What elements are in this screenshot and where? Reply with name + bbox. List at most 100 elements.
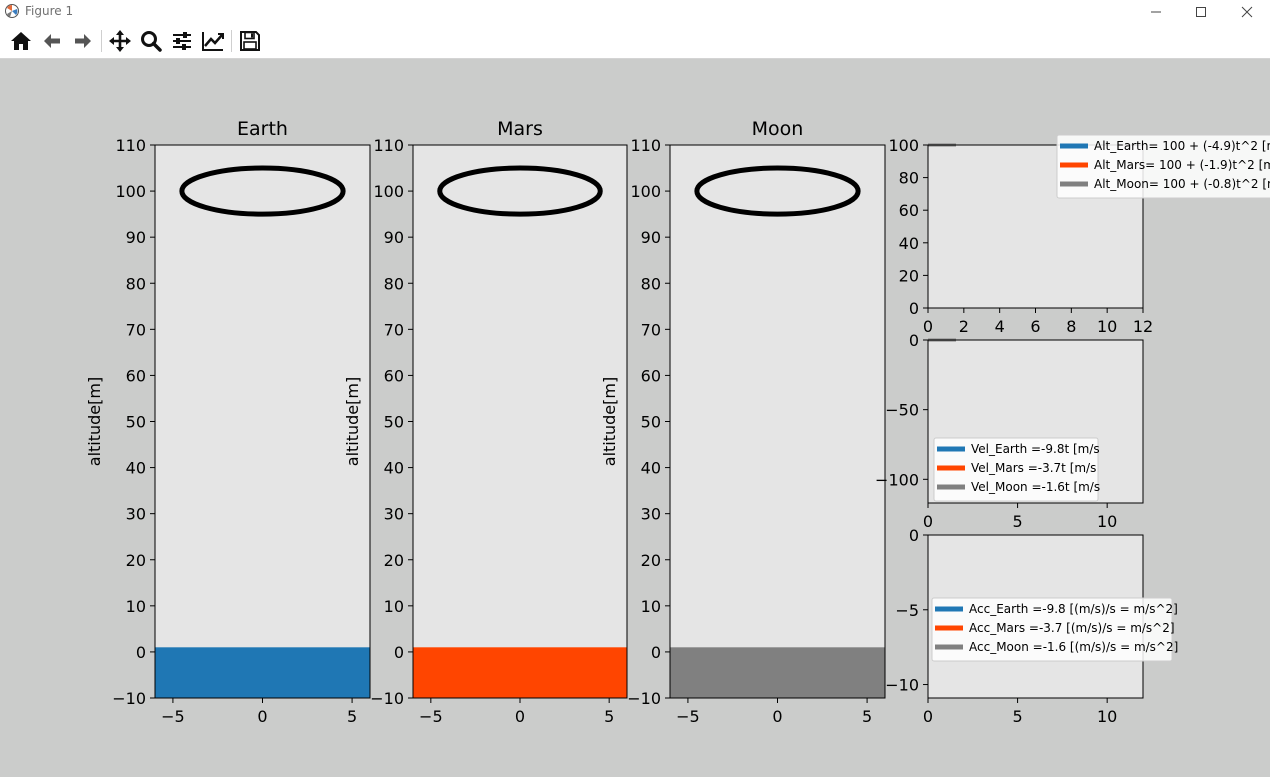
legend-label: Alt_Moon= 100 + (-0.8)t^2 [m <box>1094 177 1270 191</box>
x-tick-label: 5 <box>1012 512 1022 531</box>
axes-background <box>413 145 627 698</box>
matplotlib-app-icon <box>5 4 19 18</box>
legend-label: Vel_Earth =-9.8t [m/s <box>971 442 1100 456</box>
y-tick-label: 40 <box>126 459 146 478</box>
magnifier-icon <box>141 31 162 52</box>
y-axis-label: altitude[m] <box>343 377 362 466</box>
y-axis-label: altitude[m] <box>85 377 104 466</box>
figure-svg: −5 0 5−100102030405060708090100110Earthalt… <box>85 118 1270 726</box>
y-tick-label: −50 <box>885 401 919 420</box>
axes-frame <box>927 339 1144 504</box>
y-tick-label: 20 <box>126 551 146 570</box>
legend-label: Vel_Moon =-1.6t [m/s <box>971 480 1100 494</box>
y-tick-label: 80 <box>126 274 146 293</box>
y-tick-label: 0 <box>394 643 404 662</box>
figure-canvas[interactable]: −5 0 5 −10 0 10 20 30 40 50 60 70 80 90 100 110 Earth alt… <box>0 59 1270 777</box>
x-tick-label: 4 <box>995 317 1005 336</box>
y-tick-label: 10 <box>126 597 146 616</box>
x-tick-label: −5 <box>419 707 443 726</box>
y-tick-label: 60 <box>384 366 404 385</box>
y-tick-label: 0 <box>136 643 146 662</box>
y-tick-label: −100 <box>875 470 919 489</box>
y-axis-label: altitude[m] <box>600 377 619 466</box>
arrow-left-icon <box>44 34 60 48</box>
axes-3: −5 0 5 −10 0 10 20 30 40 50 60 70 80 90 100 110 Moon alti… <box>600 118 886 726</box>
close-icon <box>1241 6 1253 18</box>
x-tick-label: 5 <box>604 707 614 726</box>
x-tick-label: 0 <box>923 707 933 726</box>
y-tick-label: −5 <box>895 601 919 620</box>
axes-1: −5 0 5 −10 0 10 20 30 40 50 60 70 80 90 100 110 Earth alt… <box>85 118 371 726</box>
ground-bar <box>413 647 627 698</box>
sliders-icon <box>173 32 191 50</box>
x-tick-label: −5 <box>676 707 700 726</box>
y-tick-label: 0 <box>909 331 919 350</box>
legend: Alt_Earth= 100 + (-4.9)t^2 [m Alt_Mars= 1… <box>1056 134 1270 199</box>
save-button[interactable] <box>236 27 264 55</box>
y-tick-label: 50 <box>641 413 661 432</box>
x-tick-label: 5 <box>862 707 872 726</box>
y-tick-label: 100 <box>630 182 661 201</box>
y-tick-label: 70 <box>126 320 146 339</box>
minimize-icon <box>1151 11 1161 13</box>
x-tick-label: 0 <box>923 317 933 336</box>
x-tick-label: 8 <box>1066 317 1076 336</box>
y-tick-label: 40 <box>641 459 661 478</box>
home-icon <box>11 32 31 50</box>
y-tick-label: 0 <box>909 299 919 318</box>
legend-label: Acc_Moon =-1.6 [(m/s)/s = m/s^2] <box>969 640 1178 654</box>
x-tick-label: 0 <box>772 707 782 726</box>
falling-object-ellipse <box>694 165 861 217</box>
y-tick-label: −10 <box>370 689 404 708</box>
edit-axis-button[interactable] <box>199 27 227 55</box>
y-tick-label: 90 <box>126 228 146 247</box>
y-tick-label: 30 <box>384 505 404 524</box>
home-button[interactable] <box>7 27 35 55</box>
legend-box <box>933 437 1099 502</box>
forward-button[interactable] <box>69 27 97 55</box>
axes-title: Moon <box>752 118 804 140</box>
y-tick-label: 100 <box>888 136 919 155</box>
axes-background <box>155 145 370 698</box>
y-tick-label: −10 <box>885 676 919 695</box>
y-tick-label: 80 <box>641 274 661 293</box>
axes-6: 0 5 10 0 −5 −10 Acc_Earth =-9.8 [(m/s)/s = m/s… <box>885 526 1178 726</box>
y-tick-label: 10 <box>641 597 661 616</box>
back-button[interactable] <box>38 27 66 55</box>
x-tick-label: 12 <box>1133 317 1153 336</box>
floppy-disk-icon <box>240 31 260 51</box>
legend: Acc_Earth =-9.8 [(m/s)/s = m/s^2] Acc_Mar… <box>931 597 1178 662</box>
x-tick-label: 10 <box>1097 317 1117 336</box>
axes-title: Mars <box>497 118 543 140</box>
x-tick-label: 0 <box>923 512 933 531</box>
falling-object-ellipse <box>179 165 346 217</box>
y-tick-label: 30 <box>641 505 661 524</box>
minimize-button[interactable] <box>1133 0 1179 24</box>
toolbar-separator <box>101 30 102 52</box>
x-tick-label: 5 <box>347 707 357 726</box>
line-chart-icon <box>202 32 224 51</box>
y-tick-label: 110 <box>115 136 146 155</box>
configure-subplots-button[interactable] <box>168 27 196 55</box>
ground-bar <box>670 647 885 698</box>
x-tick-label: 5 <box>1012 707 1022 726</box>
y-tick-label: 20 <box>641 551 661 570</box>
axes-4: 0 2 4 6 8 10 12 0 20 40 60 80 100 Alt_Earth= 100 + (-… <box>888 134 1270 336</box>
maximize-button[interactable] <box>1178 0 1224 24</box>
y-tick-label: 20 <box>384 551 404 570</box>
y-tick-label: 80 <box>384 274 404 293</box>
zoom-button[interactable] <box>137 27 165 55</box>
axes-title: Earth <box>237 118 288 140</box>
title-bar: Figure 1 <box>0 0 1270 24</box>
y-tick-label: 30 <box>126 505 146 524</box>
legend-label: Alt_Mars= 100 + (-1.9)t^2 [m <box>1094 158 1270 172</box>
window-title: Figure 1 <box>25 4 74 18</box>
ground-bar <box>155 647 370 698</box>
y-tick-label: 0 <box>909 526 919 545</box>
y-tick-label: 40 <box>384 459 404 478</box>
pan-button[interactable] <box>106 27 134 55</box>
legend-label: Alt_Earth= 100 + (-4.9)t^2 [m <box>1094 139 1270 153</box>
y-tick-label: 100 <box>115 182 146 201</box>
y-tick-label: 90 <box>641 228 661 247</box>
close-button[interactable] <box>1224 0 1270 24</box>
